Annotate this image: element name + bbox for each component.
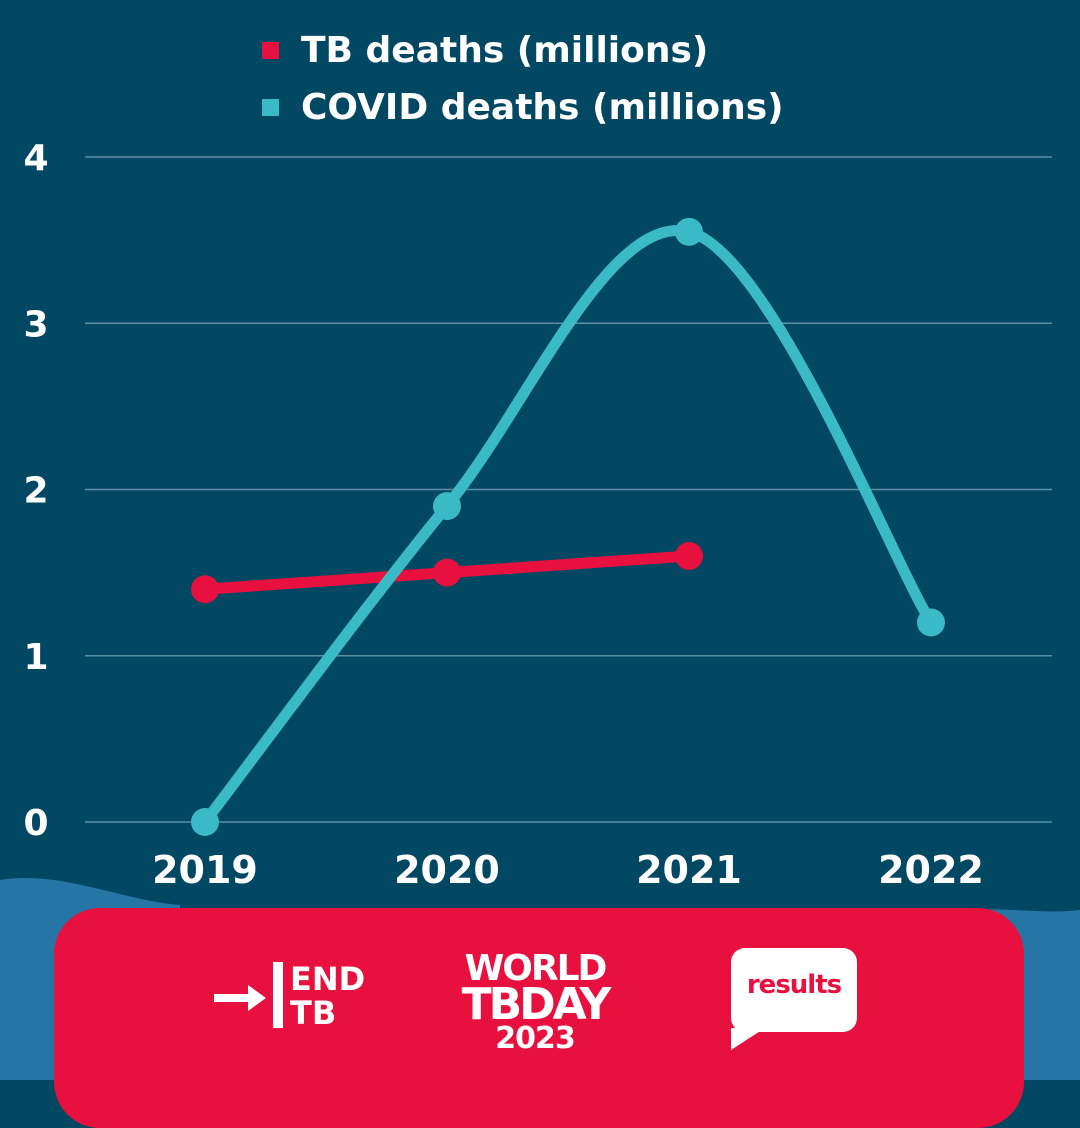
- x-tick-label: 2022: [878, 848, 984, 892]
- end-tb-bar: [273, 962, 283, 1028]
- end-tb-logo: END TB: [214, 962, 384, 1032]
- world-tb-day-year: 2023: [495, 1021, 576, 1056]
- world-tb-day-logo: WORLD TBDAY 2023: [446, 948, 624, 1056]
- data-point-tb: [433, 558, 461, 587]
- world-tb-day-line2: TBDAY: [461, 979, 612, 1030]
- legend-item-covid[interactable]: COVID deaths (millions): [262, 79, 784, 136]
- x-tick-label: 2021: [636, 848, 742, 892]
- x-tick-label: 2019: [152, 848, 258, 892]
- legend-swatch-covid: [262, 99, 279, 116]
- y-tick-label: 0: [23, 803, 48, 844]
- series-line-covid: [199, 225, 937, 828]
- results-logo-text: results: [746, 970, 842, 1000]
- data-point-covid: [433, 492, 461, 521]
- y-axis: 0 1 2 3 4: [23, 138, 48, 844]
- legend-label-tb: TB deaths (millions): [301, 30, 709, 71]
- x-axis: 2019 2020 2021 2022: [152, 848, 984, 892]
- end-tb-line1: END: [290, 960, 366, 998]
- data-point-covid: [675, 217, 703, 246]
- legend-swatch-tb: [262, 42, 279, 59]
- results-logo: results: [731, 948, 857, 1050]
- chart-plot-area: [191, 217, 945, 836]
- arrow-right-icon: [214, 985, 266, 1011]
- data-point-covid: [191, 808, 219, 836]
- y-tick-label: 2: [23, 471, 48, 512]
- y-tick-label: 3: [23, 304, 48, 345]
- x-tick-label: 2020: [394, 848, 500, 892]
- chart-grid: [85, 156, 1052, 823]
- end-tb-line2: TB: [290, 994, 337, 1032]
- data-point-tb: [191, 575, 219, 604]
- data-point-tb: [675, 542, 703, 570]
- chart-legend: TB deaths (millions) COVID deaths (milli…: [262, 22, 784, 136]
- legend-item-tb[interactable]: TB deaths (millions): [262, 22, 784, 79]
- data-point-covid: [917, 608, 945, 637]
- speech-bubble-tail: [731, 1028, 765, 1050]
- y-tick-label: 4: [23, 138, 48, 179]
- world-tb-day-line1: WORLD: [464, 948, 608, 989]
- legend-label-covid: COVID deaths (millions): [301, 87, 784, 128]
- y-tick-label: 1: [23, 637, 48, 678]
- speech-bubble-icon: [731, 948, 857, 1032]
